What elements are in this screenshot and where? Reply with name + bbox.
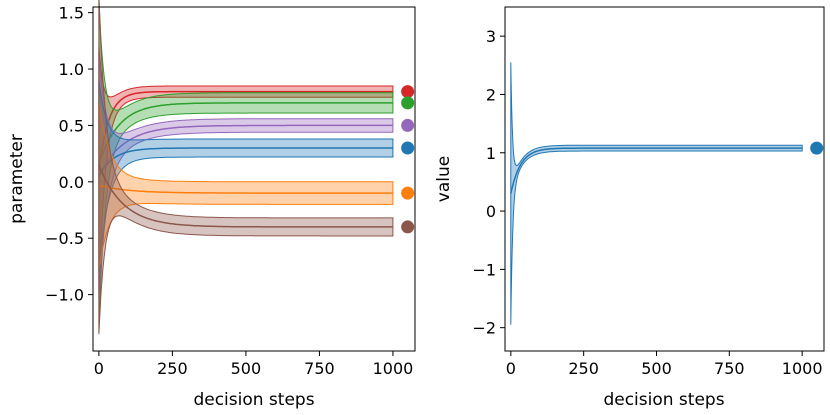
x-tick-label: 1000 <box>782 359 823 378</box>
band-red <box>98 46 394 295</box>
band-value <box>510 62 803 325</box>
x-tick-label: 250 <box>568 359 599 378</box>
y-axis-label: parameter <box>7 134 27 224</box>
band-purple <box>98 52 394 301</box>
y-tick-label: −0.5 <box>45 229 84 248</box>
marker-purple <box>401 118 415 132</box>
y-tick-label: 0.5 <box>59 116 84 135</box>
x-tick-label: 250 <box>157 359 188 378</box>
band-brown <box>98 0 394 335</box>
band-orange <box>98 100 394 270</box>
y-tick-label: 1 <box>486 144 496 163</box>
y-tick-label: 1.0 <box>59 60 84 79</box>
line-value <box>510 147 803 194</box>
x-axis-label: decision steps <box>193 390 314 410</box>
marker-orange <box>401 186 415 200</box>
x-tick-label: 750 <box>714 359 745 378</box>
x-tick-label: 750 <box>304 359 335 378</box>
x-axis-label: decision steps <box>603 390 724 410</box>
value-chart: 0 250 500 750 1000 −2 −1 0 1 2 3 decision steps v… <box>434 6 825 410</box>
y-tick-label: 0.0 <box>59 173 84 192</box>
marker-blue <box>401 141 415 155</box>
line-red <box>98 90 393 171</box>
band-blue <box>98 80 394 273</box>
x-tick-label: 0 <box>506 359 516 378</box>
line-blue <box>98 147 393 177</box>
marker-red <box>401 85 415 99</box>
line-brown <box>98 164 393 228</box>
y-tick-label: 0 <box>486 202 496 221</box>
y-tick-label: −1.0 <box>45 286 84 305</box>
x-tick-label: 500 <box>231 359 262 378</box>
x-tick-label: 1000 <box>373 359 414 378</box>
y-tick-label: 3 <box>486 27 496 46</box>
line-green <box>98 102 393 166</box>
y-axis-label: value <box>434 156 454 202</box>
y-tick-label: −1 <box>472 260 496 279</box>
marker-brown <box>401 220 415 234</box>
y-tick-label: 2 <box>486 85 496 104</box>
y-tick-label: −2 <box>472 319 496 338</box>
band-green <box>98 0 394 332</box>
y-tick-label: 1.5 <box>59 4 84 23</box>
marker-green <box>401 96 415 110</box>
marker-value <box>810 141 824 155</box>
x-tick-label: 500 <box>641 359 672 378</box>
parameter-chart: 0 250 500 750 1000 −1.0 −0.5 0.0 0.5 1.0 1.5 deci… <box>7 0 416 410</box>
x-tick-label: 0 <box>94 359 104 378</box>
